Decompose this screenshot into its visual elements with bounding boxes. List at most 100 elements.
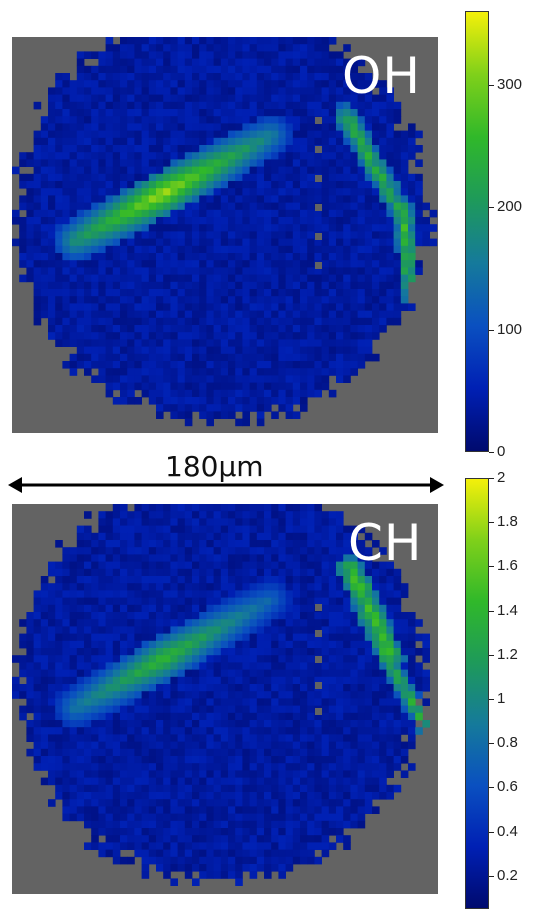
map-pixel xyxy=(76,58,85,67)
map-pixel xyxy=(235,820,243,829)
map-pixel xyxy=(213,267,222,275)
map-pixel xyxy=(249,73,258,81)
map-pixel xyxy=(134,662,142,670)
map-pixel xyxy=(372,619,380,627)
map-pixel xyxy=(120,281,128,290)
map-pixel xyxy=(192,597,200,606)
map-pixel xyxy=(336,576,344,584)
map-pixel xyxy=(242,310,250,319)
map-pixel xyxy=(220,849,229,858)
map-pixel xyxy=(400,640,409,649)
map-pixel xyxy=(192,137,200,146)
map-pixel xyxy=(328,389,337,398)
map-pixel xyxy=(300,518,308,526)
map-pixel xyxy=(206,173,214,182)
map-pixel xyxy=(292,310,301,319)
map-pixel xyxy=(220,202,229,211)
map-pixel xyxy=(98,720,106,728)
map-pixel xyxy=(386,662,394,670)
map-pixel xyxy=(372,281,380,290)
map-pixel xyxy=(314,741,322,750)
map-pixel xyxy=(235,784,243,793)
map-pixel xyxy=(278,864,286,872)
map-pixel xyxy=(177,375,186,383)
map-pixel xyxy=(386,619,394,627)
map-pixel xyxy=(206,554,214,562)
map-pixel xyxy=(76,202,85,211)
map-pixel xyxy=(300,116,308,124)
map-pixel xyxy=(242,698,250,706)
map-pixel xyxy=(192,101,200,110)
map-pixel xyxy=(120,648,128,656)
map-pixel xyxy=(40,238,49,247)
map-pixel xyxy=(321,525,330,534)
map-pixel xyxy=(148,741,157,750)
map-pixel xyxy=(379,296,387,304)
map-pixel xyxy=(264,361,272,369)
map-pixel xyxy=(379,137,387,146)
map-pixel xyxy=(12,238,20,247)
map-pixel xyxy=(386,123,394,131)
map-pixel xyxy=(364,532,373,541)
map-pixel xyxy=(69,166,78,175)
map-pixel xyxy=(127,173,135,182)
map-pixel xyxy=(192,296,200,304)
map-pixel xyxy=(228,137,236,146)
map-pixel xyxy=(393,152,402,160)
map-pixel xyxy=(163,267,171,275)
map-pixel xyxy=(163,58,171,67)
map-pixel xyxy=(26,217,34,225)
map-pixel xyxy=(112,734,121,742)
map-pixel xyxy=(372,756,380,764)
map-pixel xyxy=(249,253,258,261)
map-pixel xyxy=(177,583,186,591)
map-masked-pixel xyxy=(315,117,322,124)
map-pixel xyxy=(278,65,286,74)
map-pixel xyxy=(364,806,373,814)
map-pixel xyxy=(379,684,387,692)
map-pixel xyxy=(408,238,416,247)
map-pixel xyxy=(249,339,258,347)
map-pixel xyxy=(184,37,193,45)
map-pixel xyxy=(278,813,286,822)
map-pixel xyxy=(256,720,265,728)
map-pixel xyxy=(278,253,286,261)
map-pixel xyxy=(256,303,265,311)
map-pixel xyxy=(206,612,214,620)
map-pixel xyxy=(55,763,63,771)
map-pixel xyxy=(206,676,214,685)
map-pixel xyxy=(206,274,214,283)
map-pixel xyxy=(256,224,265,232)
map-pixel xyxy=(120,137,128,146)
map-pixel xyxy=(170,51,178,59)
map-pixel xyxy=(177,267,186,275)
map-pixel xyxy=(112,770,121,778)
map-pixel xyxy=(76,109,85,117)
map-pixel xyxy=(220,626,229,634)
map-pixel xyxy=(112,648,121,656)
colorbar-tick-mark xyxy=(489,207,494,208)
map-pixel xyxy=(271,720,279,728)
map-pixel xyxy=(199,784,207,793)
map-pixel xyxy=(292,741,301,750)
map-pixel xyxy=(328,691,337,699)
map-pixel xyxy=(249,583,258,591)
map-pixel xyxy=(300,209,308,218)
map-pixel xyxy=(184,648,193,656)
map-pixel xyxy=(364,669,373,678)
map-pixel xyxy=(48,267,56,275)
map-pixel xyxy=(300,640,308,649)
map-pixel xyxy=(91,231,99,239)
map-pixel xyxy=(98,303,106,311)
map-pixel xyxy=(33,260,42,268)
map-pixel xyxy=(163,274,171,283)
map-pixel xyxy=(379,202,387,211)
map-pixel xyxy=(91,633,99,642)
map-pixel xyxy=(242,583,250,591)
map-pixel xyxy=(156,245,164,254)
map-pixel xyxy=(177,44,186,52)
map-pixel xyxy=(314,339,322,347)
map-pixel xyxy=(235,188,243,196)
map-pixel xyxy=(393,612,402,620)
map-pixel xyxy=(184,238,193,247)
